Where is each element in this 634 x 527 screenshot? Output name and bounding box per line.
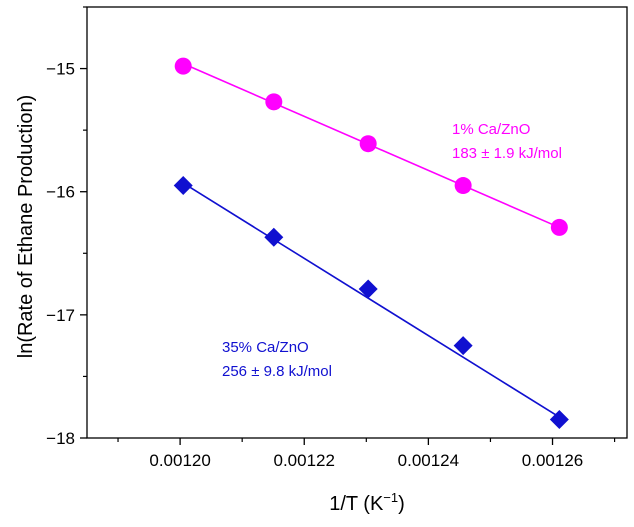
data-point-1-4: [549, 410, 569, 430]
y-tick-label: −18: [46, 429, 75, 448]
fit-line-1: [182, 182, 560, 418]
data-point-1-0: [173, 176, 193, 196]
data-point-0-1: [265, 93, 283, 111]
data-point-1-3: [453, 336, 473, 356]
x-axis-title-main: 1/T (K: [329, 493, 384, 515]
series-annotation-name: 1% Ca/ZnO: [452, 121, 530, 138]
y-tick-label: −17: [46, 306, 75, 325]
series-annotation-value: 183 ± 1.9 kJ/mol: [452, 145, 562, 162]
x-tick-label: 0.00126: [522, 451, 583, 470]
data-point-0-3: [454, 177, 472, 195]
data-point-1-2: [358, 279, 378, 299]
x-axis-title: 1/T (K−1): [329, 490, 405, 515]
x-axis-title-superscript: −1: [383, 490, 398, 505]
data-point-0-4: [550, 218, 568, 236]
series-annotation-name: 35% Ca/ZnO: [222, 339, 309, 356]
x-axis-title-suffix: ): [398, 493, 405, 515]
x-tick-label: 0.00124: [398, 451, 459, 470]
data-point-1-1: [264, 227, 284, 247]
x-tick-label: 0.00120: [149, 451, 210, 470]
y-tick-label: −16: [46, 183, 75, 202]
plot-frame: [86, 6, 628, 439]
x-tick-label: 0.00122: [274, 451, 335, 470]
data-point-0-2: [359, 135, 377, 153]
series-annotation-value: 256 ± 9.8 kJ/mol: [222, 363, 332, 380]
y-tick-label: −15: [46, 60, 75, 79]
y-axis-title: ln(Rate of Ethane Production): [15, 95, 37, 359]
data-point-0-0: [174, 57, 192, 75]
